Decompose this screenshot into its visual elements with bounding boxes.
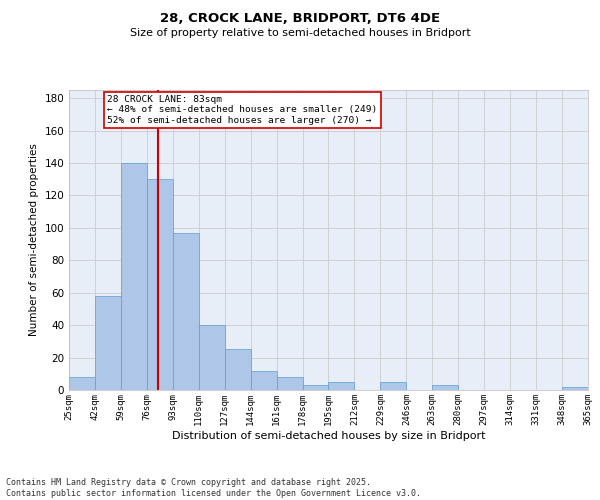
Bar — [562, 387, 588, 390]
Bar — [432, 385, 458, 390]
Bar — [95, 296, 121, 390]
X-axis label: Distribution of semi-detached houses by size in Bridport: Distribution of semi-detached houses by … — [172, 430, 485, 440]
Bar — [173, 232, 199, 390]
Text: Size of property relative to semi-detached houses in Bridport: Size of property relative to semi-detach… — [130, 28, 470, 38]
Text: Contains HM Land Registry data © Crown copyright and database right 2025.
Contai: Contains HM Land Registry data © Crown c… — [6, 478, 421, 498]
Bar — [277, 377, 302, 390]
Bar — [224, 350, 251, 390]
Bar — [147, 179, 173, 390]
Bar — [199, 325, 224, 390]
Bar — [302, 385, 329, 390]
Bar — [251, 370, 277, 390]
Bar — [121, 163, 147, 390]
Bar — [69, 377, 95, 390]
Bar — [380, 382, 406, 390]
Y-axis label: Number of semi-detached properties: Number of semi-detached properties — [29, 144, 39, 336]
Text: 28, CROCK LANE, BRIDPORT, DT6 4DE: 28, CROCK LANE, BRIDPORT, DT6 4DE — [160, 12, 440, 26]
Text: 28 CROCK LANE: 83sqm
← 48% of semi-detached houses are smaller (249)
52% of semi: 28 CROCK LANE: 83sqm ← 48% of semi-detac… — [107, 95, 377, 124]
Bar — [329, 382, 355, 390]
